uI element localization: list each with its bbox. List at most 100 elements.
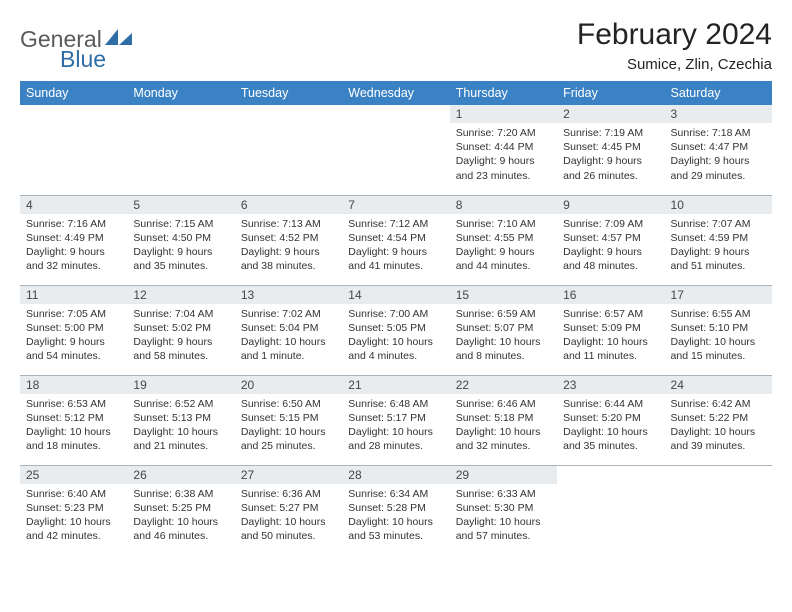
- day-cell: 16Sunrise: 6:57 AMSunset: 5:09 PMDayligh…: [557, 285, 664, 375]
- day-number: 13: [235, 286, 342, 304]
- logo: General Blue: [20, 28, 133, 76]
- day-number: 9: [557, 196, 664, 214]
- day-number: 11: [20, 286, 127, 304]
- day-cell: 14Sunrise: 7:00 AMSunset: 5:05 PMDayligh…: [342, 285, 449, 375]
- day-details: Sunrise: 6:38 AMSunset: 5:25 PMDaylight:…: [127, 484, 234, 548]
- day-details: Sunrise: 6:57 AMSunset: 5:09 PMDaylight:…: [557, 304, 664, 368]
- day-details: Sunrise: 7:04 AMSunset: 5:02 PMDaylight:…: [127, 304, 234, 368]
- day-number: 1: [450, 105, 557, 123]
- day-number: 16: [557, 286, 664, 304]
- day-number: 14: [342, 286, 449, 304]
- day-cell: 9Sunrise: 7:09 AMSunset: 4:57 PMDaylight…: [557, 195, 664, 285]
- day-cell: 18Sunrise: 6:53 AMSunset: 5:12 PMDayligh…: [20, 375, 127, 465]
- day-details: Sunrise: 6:55 AMSunset: 5:10 PMDaylight:…: [665, 304, 772, 368]
- empty-cell: [127, 105, 234, 195]
- day-details: Sunrise: 6:48 AMSunset: 5:17 PMDaylight:…: [342, 394, 449, 458]
- day-number: 4: [20, 196, 127, 214]
- weekday-header: Friday: [557, 81, 664, 105]
- weekday-header: Saturday: [665, 81, 772, 105]
- day-number: 19: [127, 376, 234, 394]
- day-number: 12: [127, 286, 234, 304]
- day-cell: 23Sunrise: 6:44 AMSunset: 5:20 PMDayligh…: [557, 375, 664, 465]
- day-details: Sunrise: 6:59 AMSunset: 5:07 PMDaylight:…: [450, 304, 557, 368]
- day-details: Sunrise: 7:09 AMSunset: 4:57 PMDaylight:…: [557, 214, 664, 278]
- logo-sail-icon: [105, 29, 133, 47]
- day-details: Sunrise: 6:52 AMSunset: 5:13 PMDaylight:…: [127, 394, 234, 458]
- day-number: 17: [665, 286, 772, 304]
- day-details: Sunrise: 7:16 AMSunset: 4:49 PMDaylight:…: [20, 214, 127, 278]
- day-cell: 7Sunrise: 7:12 AMSunset: 4:54 PMDaylight…: [342, 195, 449, 285]
- day-cell: 28Sunrise: 6:34 AMSunset: 5:28 PMDayligh…: [342, 465, 449, 555]
- day-number: 23: [557, 376, 664, 394]
- day-details: Sunrise: 6:34 AMSunset: 5:28 PMDaylight:…: [342, 484, 449, 548]
- day-cell: 24Sunrise: 6:42 AMSunset: 5:22 PMDayligh…: [665, 375, 772, 465]
- day-details: Sunrise: 7:19 AMSunset: 4:45 PMDaylight:…: [557, 123, 664, 187]
- day-number: 18: [20, 376, 127, 394]
- day-number: 28: [342, 466, 449, 484]
- day-details: Sunrise: 7:00 AMSunset: 5:05 PMDaylight:…: [342, 304, 449, 368]
- day-number: 22: [450, 376, 557, 394]
- day-details: Sunrise: 7:13 AMSunset: 4:52 PMDaylight:…: [235, 214, 342, 278]
- empty-cell: [20, 105, 127, 195]
- calendar-body: 1Sunrise: 7:20 AMSunset: 4:44 PMDaylight…: [20, 105, 772, 555]
- calendar-table: Sunday Monday Tuesday Wednesday Thursday…: [20, 81, 772, 555]
- day-cell: 3Sunrise: 7:18 AMSunset: 4:47 PMDaylight…: [665, 105, 772, 195]
- calendar-row: 25Sunrise: 6:40 AMSunset: 5:23 PMDayligh…: [20, 465, 772, 555]
- page-title: February 2024: [577, 18, 772, 52]
- day-details: Sunrise: 7:15 AMSunset: 4:50 PMDaylight:…: [127, 214, 234, 278]
- day-number: 21: [342, 376, 449, 394]
- day-number: 5: [127, 196, 234, 214]
- logo-word-2: Blue: [60, 46, 106, 72]
- empty-cell: [557, 465, 664, 555]
- calendar-row: 4Sunrise: 7:16 AMSunset: 4:49 PMDaylight…: [20, 195, 772, 285]
- day-number: 3: [665, 105, 772, 123]
- weekday-header: Sunday: [20, 81, 127, 105]
- day-number: 29: [450, 466, 557, 484]
- day-number: 10: [665, 196, 772, 214]
- day-details: Sunrise: 6:53 AMSunset: 5:12 PMDaylight:…: [20, 394, 127, 458]
- empty-cell: [235, 105, 342, 195]
- day-details: Sunrise: 6:50 AMSunset: 5:15 PMDaylight:…: [235, 394, 342, 458]
- day-cell: 11Sunrise: 7:05 AMSunset: 5:00 PMDayligh…: [20, 285, 127, 375]
- day-number: 24: [665, 376, 772, 394]
- header: General Blue February 2024 Sumice, Zlin,…: [20, 18, 772, 73]
- day-cell: 13Sunrise: 7:02 AMSunset: 5:04 PMDayligh…: [235, 285, 342, 375]
- day-cell: 27Sunrise: 6:36 AMSunset: 5:27 PMDayligh…: [235, 465, 342, 555]
- day-cell: 19Sunrise: 6:52 AMSunset: 5:13 PMDayligh…: [127, 375, 234, 465]
- calendar-row: 18Sunrise: 6:53 AMSunset: 5:12 PMDayligh…: [20, 375, 772, 465]
- day-cell: 17Sunrise: 6:55 AMSunset: 5:10 PMDayligh…: [665, 285, 772, 375]
- day-cell: 12Sunrise: 7:04 AMSunset: 5:02 PMDayligh…: [127, 285, 234, 375]
- calendar-row: 1Sunrise: 7:20 AMSunset: 4:44 PMDaylight…: [20, 105, 772, 195]
- day-cell: 8Sunrise: 7:10 AMSunset: 4:55 PMDaylight…: [450, 195, 557, 285]
- day-cell: 2Sunrise: 7:19 AMSunset: 4:45 PMDaylight…: [557, 105, 664, 195]
- day-cell: 5Sunrise: 7:15 AMSunset: 4:50 PMDaylight…: [127, 195, 234, 285]
- day-cell: 26Sunrise: 6:38 AMSunset: 5:25 PMDayligh…: [127, 465, 234, 555]
- day-number: 8: [450, 196, 557, 214]
- day-number: 2: [557, 105, 664, 123]
- day-cell: 22Sunrise: 6:46 AMSunset: 5:18 PMDayligh…: [450, 375, 557, 465]
- title-block: February 2024 Sumice, Zlin, Czechia: [577, 18, 772, 73]
- day-details: Sunrise: 7:18 AMSunset: 4:47 PMDaylight:…: [665, 123, 772, 187]
- day-details: Sunrise: 6:33 AMSunset: 5:30 PMDaylight:…: [450, 484, 557, 548]
- day-cell: 15Sunrise: 6:59 AMSunset: 5:07 PMDayligh…: [450, 285, 557, 375]
- day-cell: 4Sunrise: 7:16 AMSunset: 4:49 PMDaylight…: [20, 195, 127, 285]
- day-cell: 1Sunrise: 7:20 AMSunset: 4:44 PMDaylight…: [450, 105, 557, 195]
- day-details: Sunrise: 6:42 AMSunset: 5:22 PMDaylight:…: [665, 394, 772, 458]
- weekday-header-row: Sunday Monday Tuesday Wednesday Thursday…: [20, 81, 772, 105]
- day-details: Sunrise: 7:20 AMSunset: 4:44 PMDaylight:…: [450, 123, 557, 187]
- day-number: 7: [342, 196, 449, 214]
- empty-cell: [665, 465, 772, 555]
- day-cell: 20Sunrise: 6:50 AMSunset: 5:15 PMDayligh…: [235, 375, 342, 465]
- day-number: 25: [20, 466, 127, 484]
- weekday-header: Tuesday: [235, 81, 342, 105]
- day-details: Sunrise: 7:07 AMSunset: 4:59 PMDaylight:…: [665, 214, 772, 278]
- day-cell: 21Sunrise: 6:48 AMSunset: 5:17 PMDayligh…: [342, 375, 449, 465]
- location-subtitle: Sumice, Zlin, Czechia: [577, 56, 772, 73]
- day-details: Sunrise: 6:46 AMSunset: 5:18 PMDaylight:…: [450, 394, 557, 458]
- weekday-header: Wednesday: [342, 81, 449, 105]
- day-details: Sunrise: 7:05 AMSunset: 5:00 PMDaylight:…: [20, 304, 127, 368]
- day-number: 27: [235, 466, 342, 484]
- calendar-row: 11Sunrise: 7:05 AMSunset: 5:00 PMDayligh…: [20, 285, 772, 375]
- empty-cell: [342, 105, 449, 195]
- day-details: Sunrise: 6:36 AMSunset: 5:27 PMDaylight:…: [235, 484, 342, 548]
